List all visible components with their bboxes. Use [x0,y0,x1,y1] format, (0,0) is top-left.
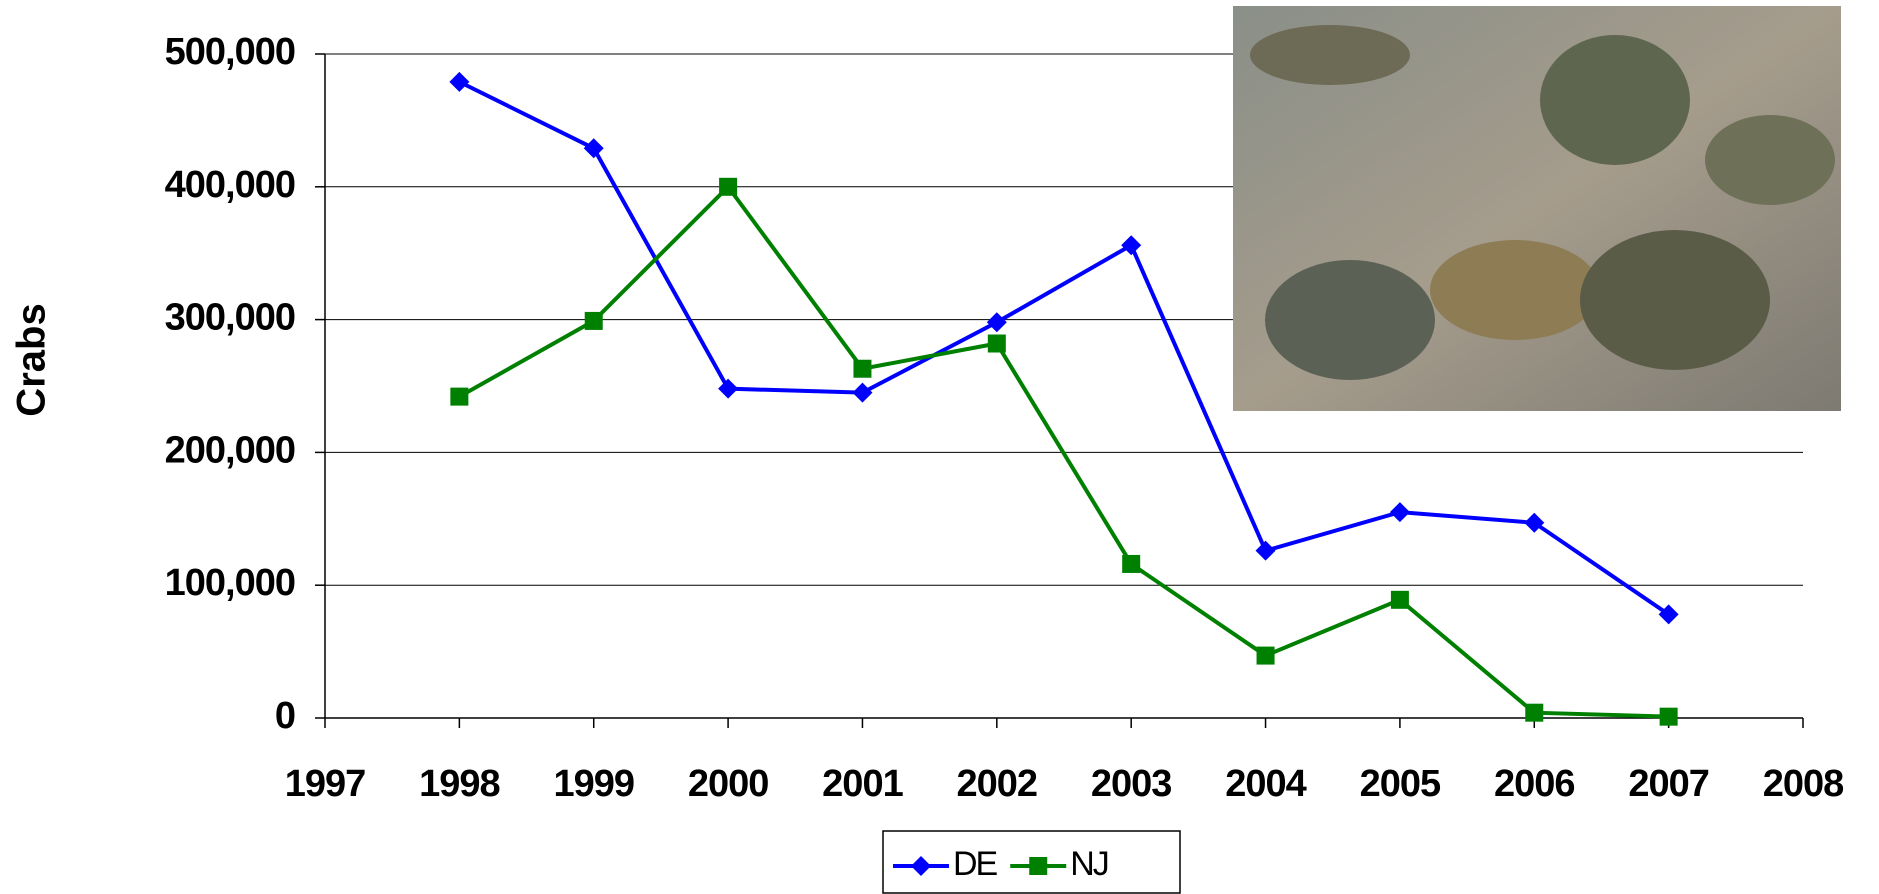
y-tick-label: 100,000 [165,562,295,604]
legend-label: DE [953,845,998,883]
marker [584,311,603,330]
y-tick-label: 400,000 [165,164,295,206]
marker [450,387,469,406]
marker [1256,646,1275,665]
x-tick-label: 2003 [1091,763,1172,805]
marker [718,378,739,399]
marker [1122,554,1141,573]
marker [1658,604,1679,625]
x-tick-label: 1998 [419,763,500,805]
marker [1390,590,1409,609]
legend: DE NJ [882,830,1181,894]
x-tick-label: 2006 [1494,763,1575,805]
marker [853,359,872,378]
y-tick-label: 200,000 [165,429,295,471]
legend-marker [911,856,931,876]
x-tick-label: 2004 [1225,763,1306,805]
legend-label: NJ [1070,845,1108,883]
marker [1255,540,1276,561]
x-tick-label: 1999 [553,763,634,805]
y-tick-label: 500,000 [165,31,295,73]
x-tick-label: 2007 [1628,763,1709,805]
marker [1659,707,1678,726]
x-tick-label: 2002 [957,763,1038,805]
x-tick-label: 1997 [285,763,366,805]
marker [449,71,470,92]
marker [1389,502,1410,523]
photo [1233,6,1841,411]
marker [1121,235,1142,256]
marker [1525,703,1544,722]
crab [1540,35,1690,165]
y-tick-label: 0 [275,695,295,737]
series-line [458,80,1670,617]
y-tick-label: 300,000 [165,297,295,339]
crab [1250,25,1410,85]
crab [1705,115,1835,205]
crab [1430,240,1600,340]
crab [1265,260,1435,380]
x-tick-label: 2008 [1763,763,1844,805]
marker [719,177,738,196]
marker [852,382,873,403]
legend-marker [1029,857,1048,875]
y-axis-label: Crabs [10,303,54,416]
marker [986,312,1007,333]
marker [1524,512,1545,533]
series-line [458,183,1669,719]
crab [1580,230,1770,370]
x-tick-label: 2001 [822,763,903,805]
marker [987,334,1006,353]
x-tick-label: 2005 [1360,763,1441,805]
x-tick-label: 2000 [688,763,769,805]
marker [583,138,604,159]
